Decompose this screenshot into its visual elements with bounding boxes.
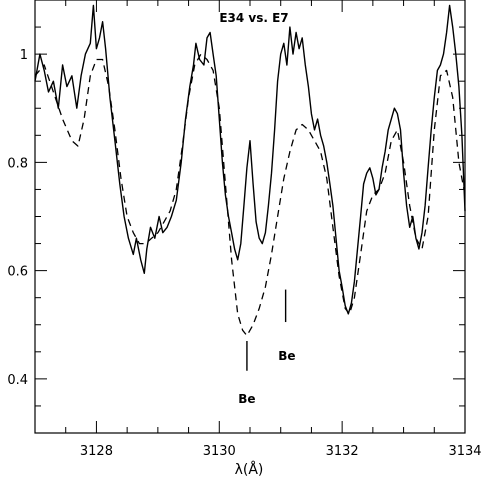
chart-title: E34 vs. E7 (219, 11, 288, 25)
tick-layer: 3128 3130 3132 3134 0.4 0.6 0.8 1 (7, 0, 482, 459)
solid-spectrum-line (34, 4, 466, 315)
be-label: Be (238, 392, 255, 406)
x-axis-label: λ(Å) (235, 461, 264, 478)
annotation-layer: Be Be (238, 289, 296, 406)
y-tick-label: 0.4 (7, 373, 28, 388)
y-tick-label: 0.6 (7, 265, 28, 280)
x-tick-label: 3128 (80, 444, 113, 459)
y-tick-label: 0.8 (7, 156, 28, 171)
be-label: Be (278, 349, 295, 363)
x-tick-label: 3130 (203, 444, 236, 459)
y-tick-label: 1 (20, 48, 28, 63)
x-tick-label: 3132 (326, 444, 359, 459)
dashed-spectrum-line (34, 53, 466, 337)
series-layer (34, 4, 466, 337)
plot-frame (34, 0, 466, 434)
x-tick-label: 3134 (448, 444, 481, 459)
